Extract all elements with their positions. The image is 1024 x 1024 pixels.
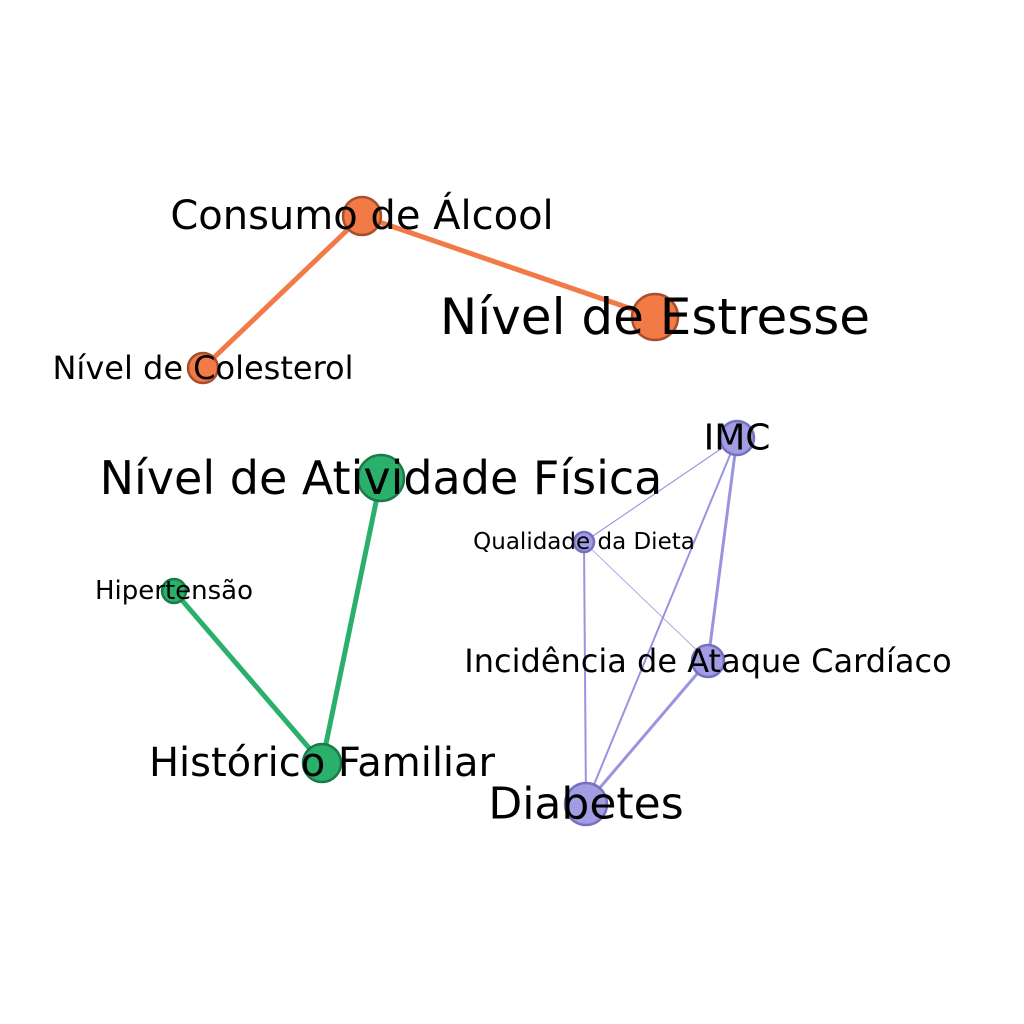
edge-imc-ataque [706, 436, 739, 663]
edge-atividade-historico [319, 475, 384, 766]
edges-layer [171, 213, 739, 806]
edge-imc-diabetes [585, 437, 738, 805]
node-diabetes[interactable] [563, 781, 609, 827]
edge-imc-dieta [583, 437, 738, 543]
node-atividade[interactable] [356, 453, 406, 503]
edge-hipertensao-historico [171, 588, 325, 766]
node-alcool[interactable] [341, 195, 383, 237]
nodes-layer [160, 195, 756, 827]
node-label-atividade: Nível de Atividade Física [100, 451, 663, 505]
node-label-hipertensao: Hipertensão [95, 576, 253, 606]
node-ataque[interactable] [690, 643, 726, 679]
node-label-estresse: Nível de Estresse [440, 288, 870, 346]
node-label-historico: Histórico Familiar [149, 740, 496, 786]
edge-alcool-colesterol [200, 213, 365, 371]
node-estresse[interactable] [630, 292, 680, 342]
node-label-ataque: Incidência de Ataque Cardíaco [464, 642, 951, 680]
node-colesterol[interactable] [186, 351, 220, 385]
labels-layer: Consumo de Álcool Nível de Estresse Nível … [52, 191, 951, 830]
node-label-imc: IMC [704, 418, 771, 459]
node-imc[interactable] [718, 419, 756, 457]
edge-dieta-diabetes [583, 541, 587, 805]
edge-alcool-estresse [359, 213, 658, 320]
node-hipertensao[interactable] [160, 577, 188, 605]
edge-dieta-ataque [583, 541, 709, 662]
node-dieta[interactable] [572, 530, 596, 554]
node-label-diabetes: Diabetes [488, 779, 683, 830]
edge-ataque-diabetes [584, 659, 710, 806]
node-historico[interactable] [301, 742, 343, 784]
node-label-alcool: Consumo de Álcool [170, 191, 553, 239]
node-label-colesterol: Nível de Colesterol [52, 349, 353, 387]
node-label-dieta: Qualidade da Dieta [473, 529, 695, 555]
